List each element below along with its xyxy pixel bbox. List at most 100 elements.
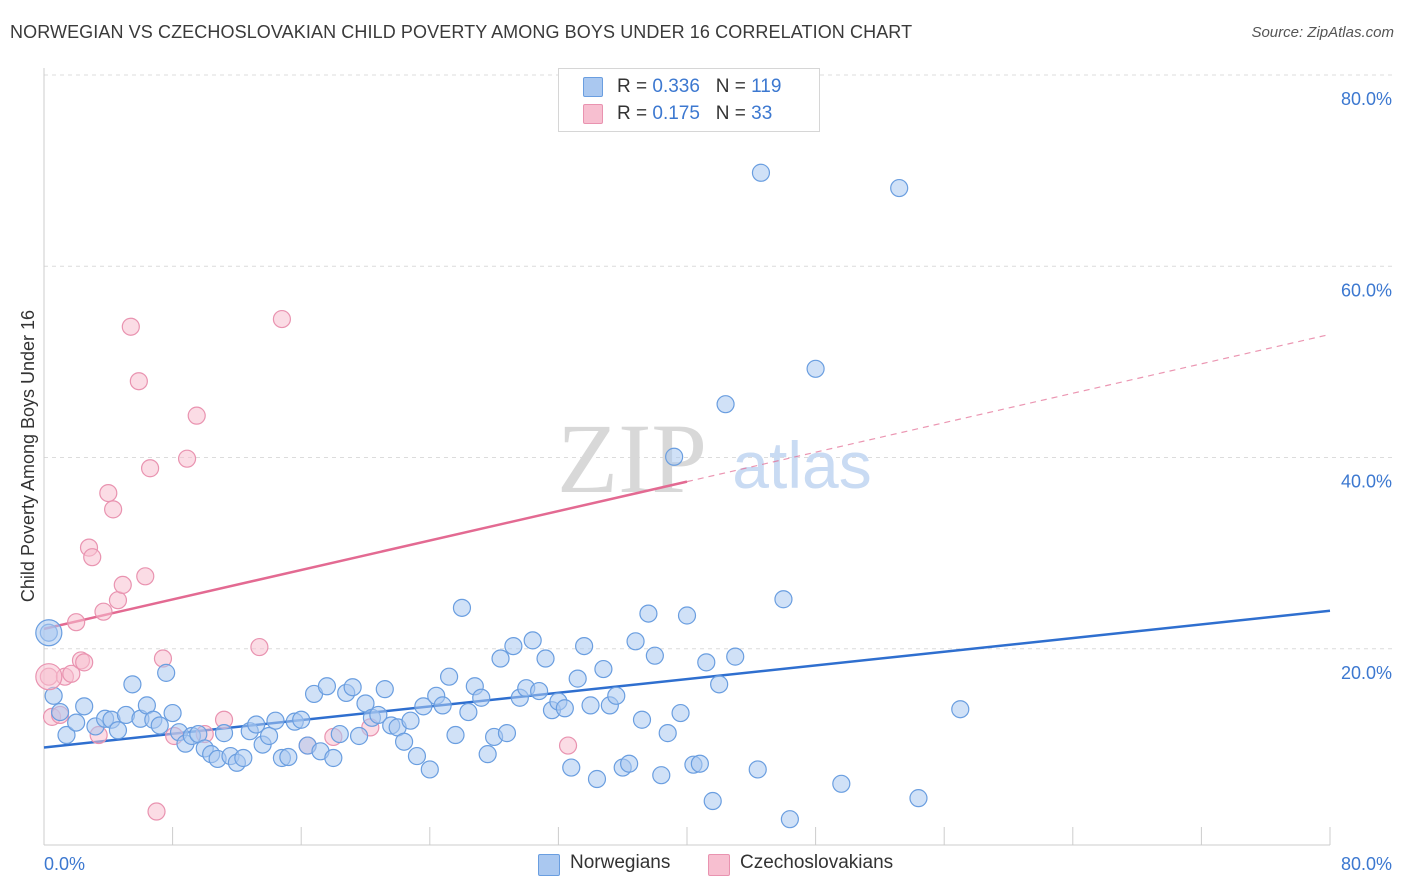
czechoslovakian-point: [67, 613, 86, 632]
norwegian-point: [266, 711, 285, 730]
norwegian-point: [530, 681, 549, 701]
norwegian-point: [497, 724, 517, 743]
norwegian-point: [452, 598, 472, 617]
norwegian-point: [401, 711, 420, 730]
norwegian-point: [645, 646, 664, 665]
norwegian-point: [446, 725, 465, 745]
legend-swatch-blue: [538, 854, 560, 876]
norwegian-point: [832, 774, 851, 793]
norwegian-point: [394, 732, 414, 751]
norwegian-point: [234, 748, 253, 768]
czechoslovakian-point: [99, 484, 118, 503]
norwegian-point: [292, 710, 311, 729]
legend-r-value: 0.336: [652, 76, 700, 97]
norwegian-point: [279, 747, 298, 767]
norwegian-point: [620, 754, 639, 773]
norwegian-point: [587, 769, 607, 789]
czechoslovakian-point: [177, 449, 197, 468]
norwegian-point: [150, 716, 169, 735]
norwegian-point: [491, 649, 510, 668]
norwegian-point: [555, 699, 574, 718]
norwegian-point: [439, 667, 459, 686]
norwegian-point: [433, 696, 452, 715]
norwegian-point: [751, 163, 771, 182]
czechoslovakian-point: [35, 663, 63, 691]
x-tick-label: 80.0%: [1341, 854, 1392, 874]
czechoslovakian-point: [113, 575, 132, 595]
norwegian-point: [774, 590, 793, 609]
czechoslovakian-point: [147, 802, 166, 821]
norwegian-point: [690, 754, 709, 773]
norwegian-point: [890, 178, 909, 198]
norwegian-point: [259, 726, 279, 746]
norwegian-point: [157, 663, 176, 682]
y-axis-label: Child Poverty Among Boys Under 16: [18, 310, 38, 602]
norwegian-point: [67, 713, 86, 732]
norwegian-point: [652, 766, 671, 785]
norwegian-point: [671, 703, 690, 723]
source-label: Source: ZipAtlas.com: [1251, 24, 1394, 41]
legend-r-label: R =: [617, 103, 653, 124]
norwegian-point: [562, 758, 581, 777]
trend-lines: [43, 333, 1331, 749]
x-tick-label: 0.0%: [44, 854, 85, 874]
norwegian-point: [523, 631, 542, 650]
norwegian-point: [697, 653, 716, 672]
norwegian-point: [324, 748, 343, 768]
legend-label: Czechoslovakians: [740, 852, 894, 873]
norwegian-point: [163, 703, 182, 723]
norwegian-point: [658, 724, 677, 743]
watermark: ZIP atlas: [557, 403, 872, 514]
czechoslovakian-point: [94, 602, 113, 621]
norwegian-point: [414, 697, 433, 716]
norwegian-point: [568, 669, 587, 688]
norwegian-point: [594, 659, 613, 679]
norwegian-point: [909, 789, 928, 808]
norwegian-point: [536, 649, 555, 668]
y-tick-label: 20.0%: [1341, 663, 1392, 683]
czechoslovakian-point: [83, 548, 102, 567]
norwegian-point: [247, 715, 266, 734]
czechoslovakian-point: [108, 591, 128, 610]
czechoslovakian-point: [62, 664, 81, 683]
norwegian-point: [50, 702, 70, 722]
legend-n-label: N =: [715, 76, 752, 97]
norwegian-point: [626, 632, 645, 651]
norwegian-point: [123, 675, 142, 694]
norwegian-point: [951, 700, 970, 719]
norwegian-point: [806, 359, 825, 378]
legend-swatch-pink: [708, 854, 730, 876]
norwegian-point: [581, 696, 600, 715]
y-tick-label: 60.0%: [1341, 280, 1392, 300]
norwegian-point: [710, 675, 729, 694]
norwegian-point: [343, 678, 362, 697]
tick-labels: 20.0% 40.0% 60.0% 80.0% 0.0% 80.0%: [44, 89, 1392, 874]
norwegian-point: [375, 680, 394, 699]
norwegian-point: [703, 791, 722, 811]
norwegian-point: [57, 725, 76, 745]
watermark-atlas: atlas: [732, 428, 871, 502]
norwegian-point: [575, 636, 594, 656]
norwegian-point: [716, 395, 735, 414]
czechoslovakian-point: [140, 459, 160, 478]
czechoslovakian-point: [121, 317, 140, 336]
legend-n-value: 33: [751, 103, 773, 124]
legend-r-label: R =: [617, 76, 653, 97]
norwegian-point: [504, 636, 523, 656]
norwegian-point: [639, 604, 658, 623]
czechoslovakian-point: [250, 637, 269, 657]
norwegian-point: [726, 647, 745, 666]
y-tick-label: 40.0%: [1341, 472, 1392, 492]
norwegian-point: [665, 447, 684, 466]
norwegian-point: [607, 686, 626, 705]
czechoslovakian-point: [558, 736, 578, 755]
legend-swatch-pink: [583, 104, 603, 124]
norwegian-point: [349, 726, 369, 746]
legend-n-value: 119: [751, 76, 782, 97]
czechoslovakian-point: [104, 500, 123, 519]
legend-swatch-blue: [583, 77, 603, 97]
chart-title: NORWEGIAN VS CZECHOSLOVAKIAN CHILD POVER…: [10, 22, 913, 42]
norwegian-point: [478, 745, 497, 764]
norwegian-point: [330, 724, 349, 744]
